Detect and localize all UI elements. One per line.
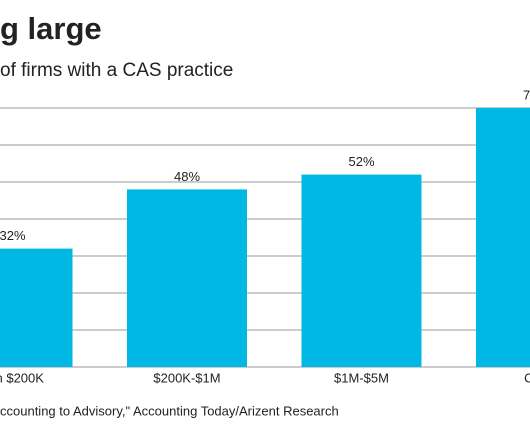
- x-tick-label: $200K-$1M: [153, 370, 220, 385]
- value-label: 70%: [523, 87, 530, 102]
- source-note: ccounting to Advisory," Accounting Today…: [0, 403, 339, 418]
- chart-title: g large: [0, 11, 102, 46]
- value-label: 32%: [0, 228, 26, 243]
- bar: [0, 248, 73, 367]
- x-tick-label: han $200K: [0, 370, 44, 385]
- value-label: 52%: [348, 154, 374, 169]
- bar: [127, 189, 247, 367]
- bar: [476, 108, 530, 367]
- x-tick-label: $1M-$5M: [334, 370, 389, 385]
- bar: [301, 174, 422, 367]
- value-label: 48%: [174, 169, 200, 184]
- chart-subtitle: of firms with a CAS practice: [0, 60, 233, 81]
- x-tick-label: Ove: [524, 370, 530, 385]
